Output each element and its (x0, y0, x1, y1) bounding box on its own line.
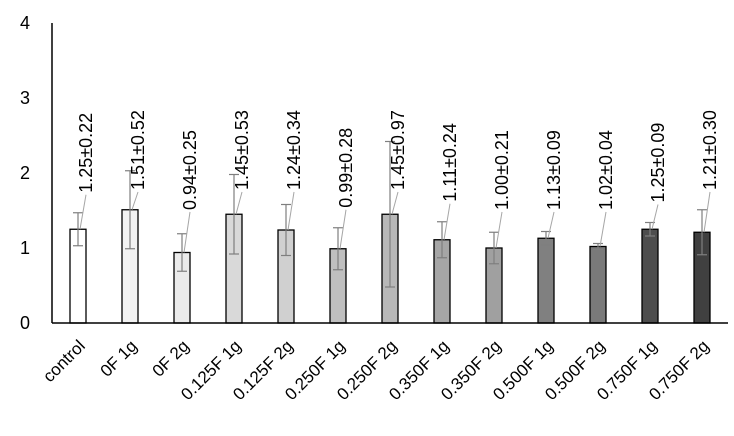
data-label: 1.25±0.09 (648, 123, 668, 203)
x-tick-label: 0F 2g (149, 336, 193, 380)
y-tick-label: 0 (20, 313, 30, 333)
leader-line (183, 211, 191, 253)
y-axis: 0 1 2 3 4 (20, 13, 53, 333)
leader-line (287, 191, 295, 231)
leader-line (131, 191, 139, 210)
y-tick-label: 1 (20, 238, 30, 258)
leader-line (339, 209, 347, 249)
leader-line (443, 203, 451, 240)
leader-line (495, 211, 503, 249)
data-label: 1.45±0.53 (232, 110, 252, 190)
x-axis: control 0F 1g 0F 2g0.125F 1g0.125F 2g0.250… (39, 322, 728, 404)
data-label: 1.02±0.04 (596, 130, 616, 210)
leader-line (599, 211, 607, 247)
data-label: 0.94±0.25 (180, 130, 200, 210)
data-label: 1.21±0.30 (700, 110, 720, 190)
x-tick-label: control (39, 336, 89, 386)
leader-line (79, 194, 87, 230)
data-label: 1.24±0.34 (284, 110, 304, 190)
data-label: 1.11±0.24 (440, 123, 460, 202)
label-leader-lines (79, 191, 711, 253)
leader-line (703, 191, 711, 233)
data-label: 0.99±0.28 (336, 128, 356, 208)
data-label: 1.25±0.22 (76, 113, 96, 193)
data-label: 1.13±0.09 (544, 130, 564, 210)
leader-line (651, 204, 659, 230)
data-label: 1.00±0.21 (492, 130, 512, 210)
y-tick-label: 3 (20, 88, 30, 108)
leader-line (547, 211, 555, 239)
data-label: 1.45±0.97 (388, 110, 408, 190)
bar (589, 245, 607, 324)
x-tick-label: 0F 1g (97, 336, 141, 380)
error-bars (73, 140, 707, 288)
leader-line (235, 191, 243, 215)
leader-line (391, 191, 399, 215)
data-labels: 1.25±0.22 1.51±0.52 0.94±0.25 1.45±0.53 1.24… (76, 110, 720, 210)
bar (641, 228, 659, 324)
y-tick-label: 2 (20, 163, 30, 183)
y-tick-label: 4 (20, 13, 30, 33)
data-label: 1.51±0.52 (128, 110, 148, 190)
bar (537, 237, 555, 324)
